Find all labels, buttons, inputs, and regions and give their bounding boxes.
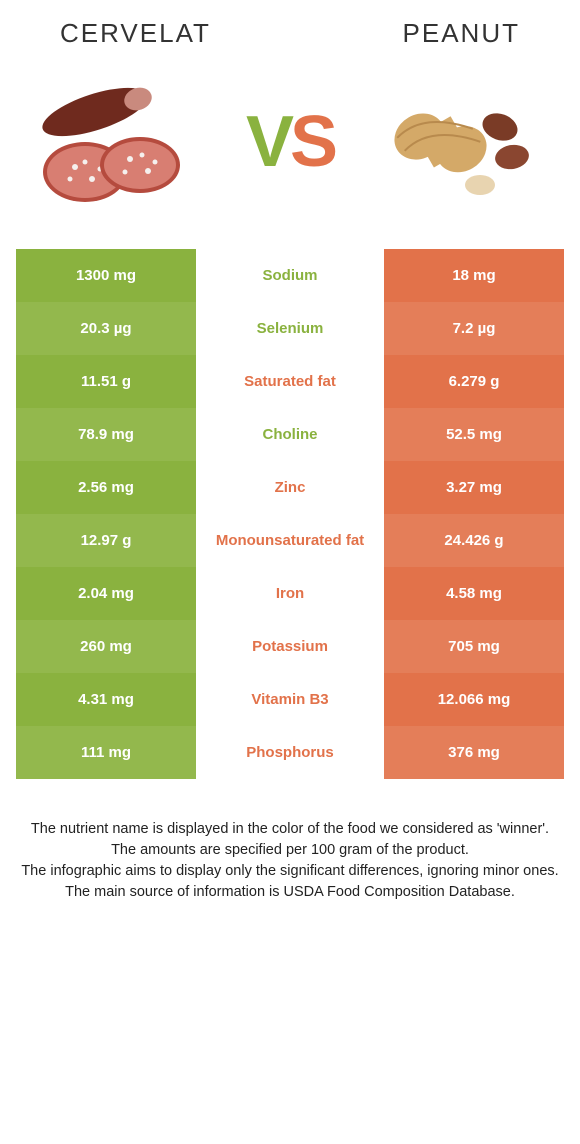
left-value: 111 mg <box>16 726 196 779</box>
hero-row: VS <box>0 59 580 249</box>
left-value: 12.97 g <box>16 514 196 567</box>
table-row: 111 mgPhosphorus376 mg <box>16 726 564 779</box>
left-value: 260 mg <box>16 620 196 673</box>
table-row: 20.3 µgSelenium7.2 µg <box>16 302 564 355</box>
nutrient-name: Selenium <box>196 302 384 355</box>
footnotes: The nutrient name is displayed in the co… <box>0 779 580 903</box>
table-row: 78.9 mgCholine52.5 mg <box>16 408 564 461</box>
table-row: 2.56 mgZinc3.27 mg <box>16 461 564 514</box>
right-value: 4.58 mg <box>384 567 564 620</box>
vs-v: V <box>246 101 290 183</box>
nutrient-name: Choline <box>196 408 384 461</box>
right-value: 52.5 mg <box>384 408 564 461</box>
table-row: 2.04 mgIron4.58 mg <box>16 567 564 620</box>
right-value: 12.066 mg <box>384 673 564 726</box>
right-food-title: Peanut <box>403 18 520 49</box>
nutrient-name: Iron <box>196 567 384 620</box>
left-value: 78.9 mg <box>16 408 196 461</box>
right-value: 7.2 µg <box>384 302 564 355</box>
vs-s: S <box>290 101 334 183</box>
table-row: 260 mgPotassium705 mg <box>16 620 564 673</box>
nutrient-name: Sodium <box>196 249 384 302</box>
footnote-line: The nutrient name is displayed in the co… <box>20 819 560 840</box>
left-food-title: Cervelat <box>60 18 211 49</box>
nutrient-name: Zinc <box>196 461 384 514</box>
left-value: 20.3 µg <box>16 302 196 355</box>
nutrient-name: Monounsaturated fat <box>196 514 384 567</box>
table-row: 11.51 gSaturated fat6.279 g <box>16 355 564 408</box>
right-value: 3.27 mg <box>384 461 564 514</box>
comparison-table: 1300 mgSodium18 mg20.3 µgSelenium7.2 µg1… <box>16 249 564 779</box>
footnote-line: The main source of information is USDA F… <box>20 882 560 903</box>
footnote-line: The amounts are specified per 100 gram o… <box>20 840 560 861</box>
table-row: 12.97 gMonounsaturated fat24.426 g <box>16 514 564 567</box>
cervelat-image <box>30 67 210 217</box>
nutrient-name: Potassium <box>196 620 384 673</box>
left-value: 11.51 g <box>16 355 196 408</box>
right-value: 705 mg <box>384 620 564 673</box>
nutrient-name: Vitamin B3 <box>196 673 384 726</box>
left-value: 2.04 mg <box>16 567 196 620</box>
peanut-image <box>370 67 550 217</box>
right-value: 24.426 g <box>384 514 564 567</box>
right-value: 376 mg <box>384 726 564 779</box>
nutrient-name: Phosphorus <box>196 726 384 779</box>
table-row: 1300 mgSodium18 mg <box>16 249 564 302</box>
left-value: 2.56 mg <box>16 461 196 514</box>
header: Cervelat Peanut <box>0 0 580 59</box>
footnote-line: The infographic aims to display only the… <box>20 861 560 882</box>
vs-label: VS <box>246 101 334 183</box>
left-value: 4.31 mg <box>16 673 196 726</box>
left-value: 1300 mg <box>16 249 196 302</box>
table-row: 4.31 mgVitamin B312.066 mg <box>16 673 564 726</box>
right-value: 6.279 g <box>384 355 564 408</box>
nutrient-name: Saturated fat <box>196 355 384 408</box>
right-value: 18 mg <box>384 249 564 302</box>
